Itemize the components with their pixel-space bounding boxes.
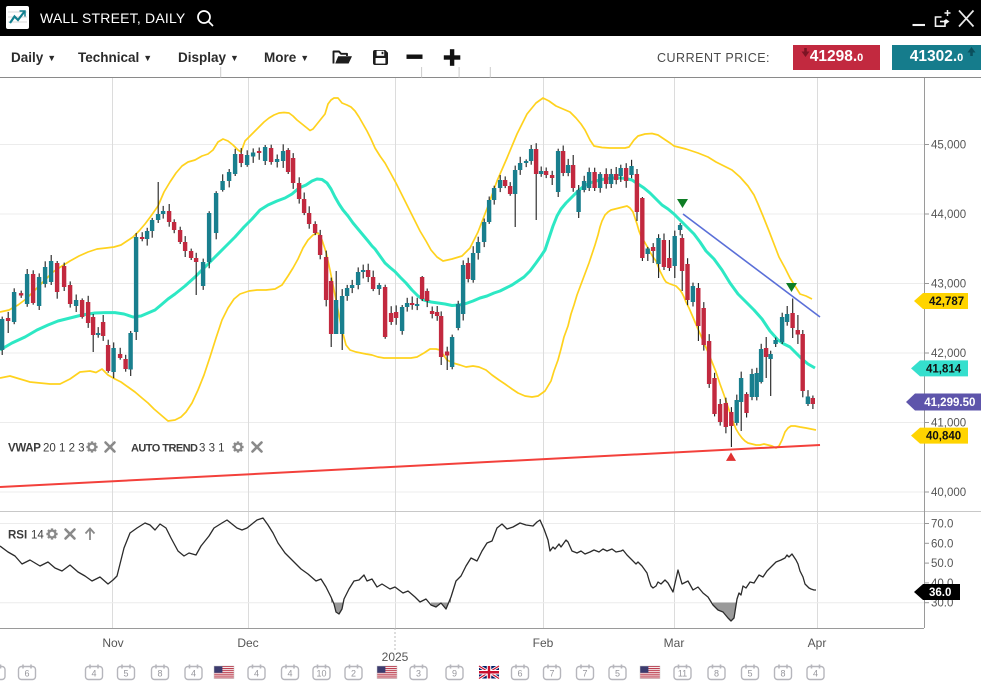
- svg-text:70.0: 70.0: [931, 519, 953, 531]
- svg-text:10: 10: [316, 669, 326, 679]
- svg-text:4: 4: [191, 669, 196, 679]
- svg-text:7: 7: [582, 669, 587, 679]
- svg-text:41,000: 41,000: [931, 418, 966, 430]
- svg-text:40,840: 40,840: [926, 431, 961, 443]
- svg-text:5: 5: [747, 669, 752, 679]
- svg-text:6: 6: [517, 669, 522, 679]
- svg-text:50.0: 50.0: [931, 558, 953, 570]
- svg-text:41,814: 41,814: [926, 363, 962, 375]
- svg-text:43,000: 43,000: [931, 279, 966, 291]
- svg-text:8: 8: [157, 669, 162, 679]
- svg-text:60.0: 60.0: [931, 538, 953, 550]
- svg-text:4: 4: [287, 669, 292, 679]
- svg-text:3: 3: [416, 669, 421, 679]
- svg-text:7: 7: [549, 669, 554, 679]
- svg-text:2025: 2025: [382, 650, 409, 664]
- svg-text:VWAP: VWAP: [8, 443, 41, 455]
- svg-text:2: 2: [351, 669, 356, 679]
- svg-text:AUTO TREND: AUTO TREND: [131, 443, 198, 455]
- svg-text:Mar: Mar: [664, 636, 685, 650]
- svg-text:8: 8: [780, 669, 785, 679]
- svg-text:5: 5: [123, 669, 128, 679]
- svg-text:Apr: Apr: [808, 636, 827, 650]
- svg-text:4: 4: [91, 669, 96, 679]
- svg-text:4: 4: [254, 669, 259, 679]
- svg-text:6: 6: [24, 669, 29, 679]
- svg-text:44,000: 44,000: [931, 209, 966, 221]
- svg-text:20 1 2 3: 20 1 2 3: [43, 443, 85, 455]
- svg-text:40,000: 40,000: [931, 487, 966, 499]
- svg-text:45,000: 45,000: [931, 140, 966, 152]
- svg-text:Feb: Feb: [533, 636, 554, 650]
- svg-text:36.0: 36.0: [929, 587, 951, 599]
- svg-text:4: 4: [813, 669, 818, 679]
- svg-text:9: 9: [452, 669, 457, 679]
- svg-text:8: 8: [714, 669, 719, 679]
- svg-text:RSI: RSI: [8, 530, 27, 542]
- svg-text:42,000: 42,000: [931, 348, 966, 360]
- svg-text:3 3 1: 3 3 1: [199, 443, 225, 455]
- svg-text:42,787: 42,787: [929, 296, 964, 308]
- svg-text:30.0: 30.0: [931, 598, 953, 610]
- svg-text:5: 5: [615, 669, 620, 679]
- svg-text:Dec: Dec: [237, 636, 258, 650]
- svg-text:41,299.50: 41,299.50: [921, 397, 975, 409]
- svg-text:11: 11: [678, 669, 687, 679]
- svg-text:Nov: Nov: [102, 636, 123, 650]
- svg-text:14: 14: [31, 530, 44, 542]
